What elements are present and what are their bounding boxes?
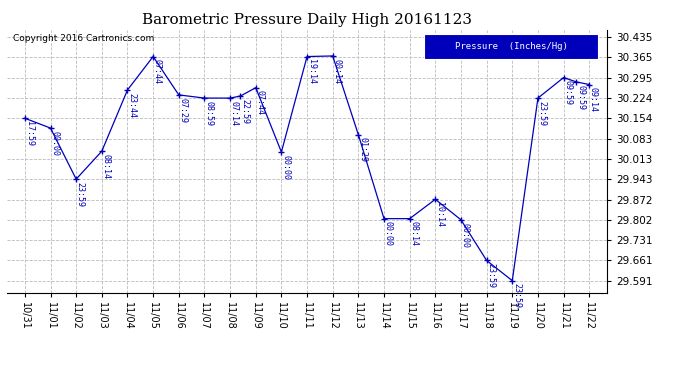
- Text: 09:14: 09:14: [589, 87, 598, 112]
- Text: 23:59: 23:59: [76, 182, 85, 207]
- Text: 00:00: 00:00: [461, 223, 470, 248]
- Text: 09:59: 09:59: [563, 80, 572, 105]
- Text: 10:14: 10:14: [435, 202, 444, 227]
- Text: 00:14: 00:14: [333, 59, 342, 84]
- Text: 07:44: 07:44: [152, 59, 161, 84]
- Text: 07:44: 07:44: [255, 90, 264, 116]
- Text: 22:59: 22:59: [240, 99, 249, 124]
- Text: Copyright 2016 Cartronics.com: Copyright 2016 Cartronics.com: [13, 34, 154, 43]
- Text: 23:59: 23:59: [512, 284, 521, 309]
- Title: Barometric Pressure Daily High 20161123: Barometric Pressure Daily High 20161123: [142, 13, 472, 27]
- Text: 19:14: 19:14: [307, 59, 316, 84]
- Text: 00:00: 00:00: [384, 221, 393, 246]
- Text: 08:14: 08:14: [409, 221, 418, 246]
- Text: 08:14: 08:14: [101, 154, 110, 179]
- Text: 00:00: 00:00: [281, 155, 290, 180]
- Text: 23:44: 23:44: [127, 93, 136, 118]
- Text: 01:29: 01:29: [358, 138, 367, 162]
- Text: 07:14: 07:14: [230, 101, 239, 126]
- Text: 08:59: 08:59: [204, 101, 213, 126]
- Text: 17:59: 17:59: [25, 121, 34, 146]
- Text: 23:59: 23:59: [486, 263, 495, 288]
- Text: 23:59: 23:59: [538, 101, 546, 126]
- Text: 07:29: 07:29: [179, 98, 188, 123]
- Text: 00:00: 00:00: [50, 131, 59, 156]
- Text: 09:59: 09:59: [576, 85, 585, 110]
